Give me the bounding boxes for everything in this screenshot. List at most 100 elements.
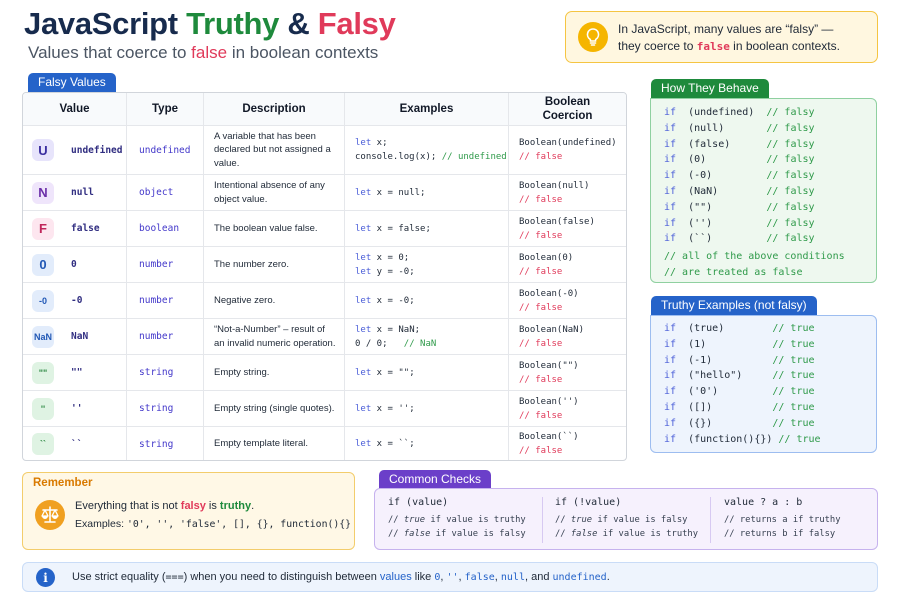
description-cell: Negative zero. xyxy=(203,283,344,318)
value-badge: N xyxy=(32,181,54,204)
value-cell: '' '' xyxy=(23,391,126,426)
table-header-row: Value Type Description Examples Boolean … xyxy=(23,93,626,125)
code-line: if (1) // true xyxy=(664,338,815,350)
code-line: if ([]) // true xyxy=(664,401,815,413)
value-badge: -0 xyxy=(32,289,54,312)
examples-cell: let x = false; xyxy=(344,211,508,246)
check-if-value: if (value) // true if value is truthy// … xyxy=(388,497,526,539)
falsy-values-label: Falsy Values xyxy=(28,73,116,92)
check-ternary: value ? a : b // returns a if truthy// r… xyxy=(724,497,841,539)
title-falsy: Falsy xyxy=(317,6,396,41)
value-name: `` xyxy=(71,438,83,450)
intro-callout: In JavaScript, many values are “falsy” —… xyxy=(565,11,878,63)
title-ampersand: & xyxy=(279,6,318,41)
description-cell: Empty template literal. xyxy=(203,427,344,460)
callout-text: In JavaScript, many values are “falsy” —… xyxy=(618,22,840,53)
examples-cell: let x = NaN; 0 / 0; // NaN xyxy=(344,319,508,354)
table-row: -0 -0 number Negative zero. let x = -0; Boole… xyxy=(23,282,626,318)
check-divider xyxy=(542,497,543,543)
code-line: if (false) // falsy xyxy=(664,138,815,150)
description-cell: Intentional absence of any object value. xyxy=(203,175,344,210)
truthy-examples-label: Truthy Examples (not falsy) xyxy=(651,296,817,315)
common-checks-label: Common Checks xyxy=(379,470,492,489)
code-line: if (``) // falsy xyxy=(664,233,815,245)
value-cell: `` `` xyxy=(23,427,126,460)
value-badge: 0 xyxy=(32,253,54,276)
examples-cell: let x = ''; xyxy=(344,391,508,426)
code-line: if ("") // falsy xyxy=(664,201,815,213)
type-cell: string xyxy=(126,355,203,390)
code-line: if (NaN) // falsy xyxy=(664,185,815,197)
value-badge: U xyxy=(32,139,54,161)
examples-cell: let x = ``; xyxy=(344,427,508,460)
table-row: "" "" string Empty string. let x = ""; Boolea… xyxy=(23,354,626,390)
description-cell: “Not-a-Number” – result of an invalid nu… xyxy=(203,319,344,354)
remember-line2: Examples: '0', '', 'false', [], {}, func… xyxy=(75,518,352,530)
examples-cell: let x = -0; xyxy=(344,283,508,318)
how-they-behave-panel: if (undefined) // falsy if (null) // fals… xyxy=(650,98,877,283)
code-line: if (0) // falsy xyxy=(664,154,815,166)
value-cell: -0 -0 xyxy=(23,283,126,318)
value-badge: `` xyxy=(32,433,54,455)
remember-box: Remember Everything that is not falsy is… xyxy=(22,472,355,550)
coercion-cell: Boolean("")// false xyxy=(508,355,626,390)
code-line: if (-0) // falsy xyxy=(664,170,815,182)
type-cell: number xyxy=(126,283,203,318)
table-row: 0 0 number The number zero. let x = 0; let y … xyxy=(23,246,626,282)
page-title: JavaScript Truthy & Falsy xyxy=(24,6,396,42)
code-line: if (undefined) // falsy xyxy=(664,107,815,118)
code-line: if ({}) // true xyxy=(664,417,815,429)
value-badge: NaN xyxy=(32,325,54,348)
type-cell: string xyxy=(126,391,203,426)
description-cell: The boolean value false. xyxy=(203,211,344,246)
falsy-values-table: Value Type Description Examples Boolean … xyxy=(22,92,627,461)
coercion-cell: Boolean('')// false xyxy=(508,391,626,426)
title-truthy: Truthy xyxy=(186,6,280,41)
type-cell: string xyxy=(126,427,203,460)
code-line: if ('0') // true xyxy=(664,386,815,398)
behave-note-line1: // all of the above conditions xyxy=(664,251,845,263)
code-line: if (null) // falsy xyxy=(664,122,815,134)
value-badge: F xyxy=(32,217,54,240)
value-name: false xyxy=(71,223,100,234)
code-line: if (function(){}) // true xyxy=(664,433,821,445)
scale-icon xyxy=(35,500,65,530)
examples-cell: let x; console.log(x); // undefined xyxy=(344,126,508,174)
lightbulb-icon xyxy=(578,22,608,52)
info-bar: i Use strict equality (===) when you nee… xyxy=(22,562,878,592)
value-name: undefined xyxy=(71,144,123,156)
header-type: Type xyxy=(126,93,203,125)
description-cell: Empty string (single quotes). xyxy=(203,391,344,426)
remember-line1: Everything that is not falsy is truthy. xyxy=(75,500,255,512)
code-line: if (true) // true xyxy=(664,323,815,334)
description-cell: The number zero. xyxy=(203,247,344,282)
examples-cell: let x = ""; xyxy=(344,355,508,390)
coercion-cell: Boolean(undefined)// false xyxy=(508,126,626,174)
coercion-cell: Boolean(-0)// false xyxy=(508,283,626,318)
table-row: `` `` string Empty template literal. let x =… xyxy=(23,426,626,460)
header-examples: Examples xyxy=(344,93,508,125)
how-they-behave-label: How They Behave xyxy=(651,79,769,98)
coercion-cell: Boolean(NaN)// false xyxy=(508,319,626,354)
type-cell: number xyxy=(126,247,203,282)
type-cell: object xyxy=(126,175,203,210)
header-boolean-coercion: Boolean Coercion xyxy=(508,93,626,125)
value-name: '' xyxy=(71,403,83,414)
description-cell: Empty string. xyxy=(203,355,344,390)
value-badge: '' xyxy=(32,397,54,420)
page-subtitle: Values that coerce to false in boolean c… xyxy=(28,43,379,62)
table-row: '' '' string Empty string (single quotes). l… xyxy=(23,390,626,426)
code-line: if ('') // falsy xyxy=(664,217,815,229)
value-cell: "" "" xyxy=(23,355,126,390)
value-name: null xyxy=(71,187,94,198)
coercion-cell: Boolean(false)// false xyxy=(508,211,626,246)
value-name: "" xyxy=(71,367,83,378)
examples-cell: let x = null; xyxy=(344,175,508,210)
behave-note-line2: // are treated as false xyxy=(664,266,803,278)
description-cell: A variable that has been declared but no… xyxy=(203,126,344,174)
